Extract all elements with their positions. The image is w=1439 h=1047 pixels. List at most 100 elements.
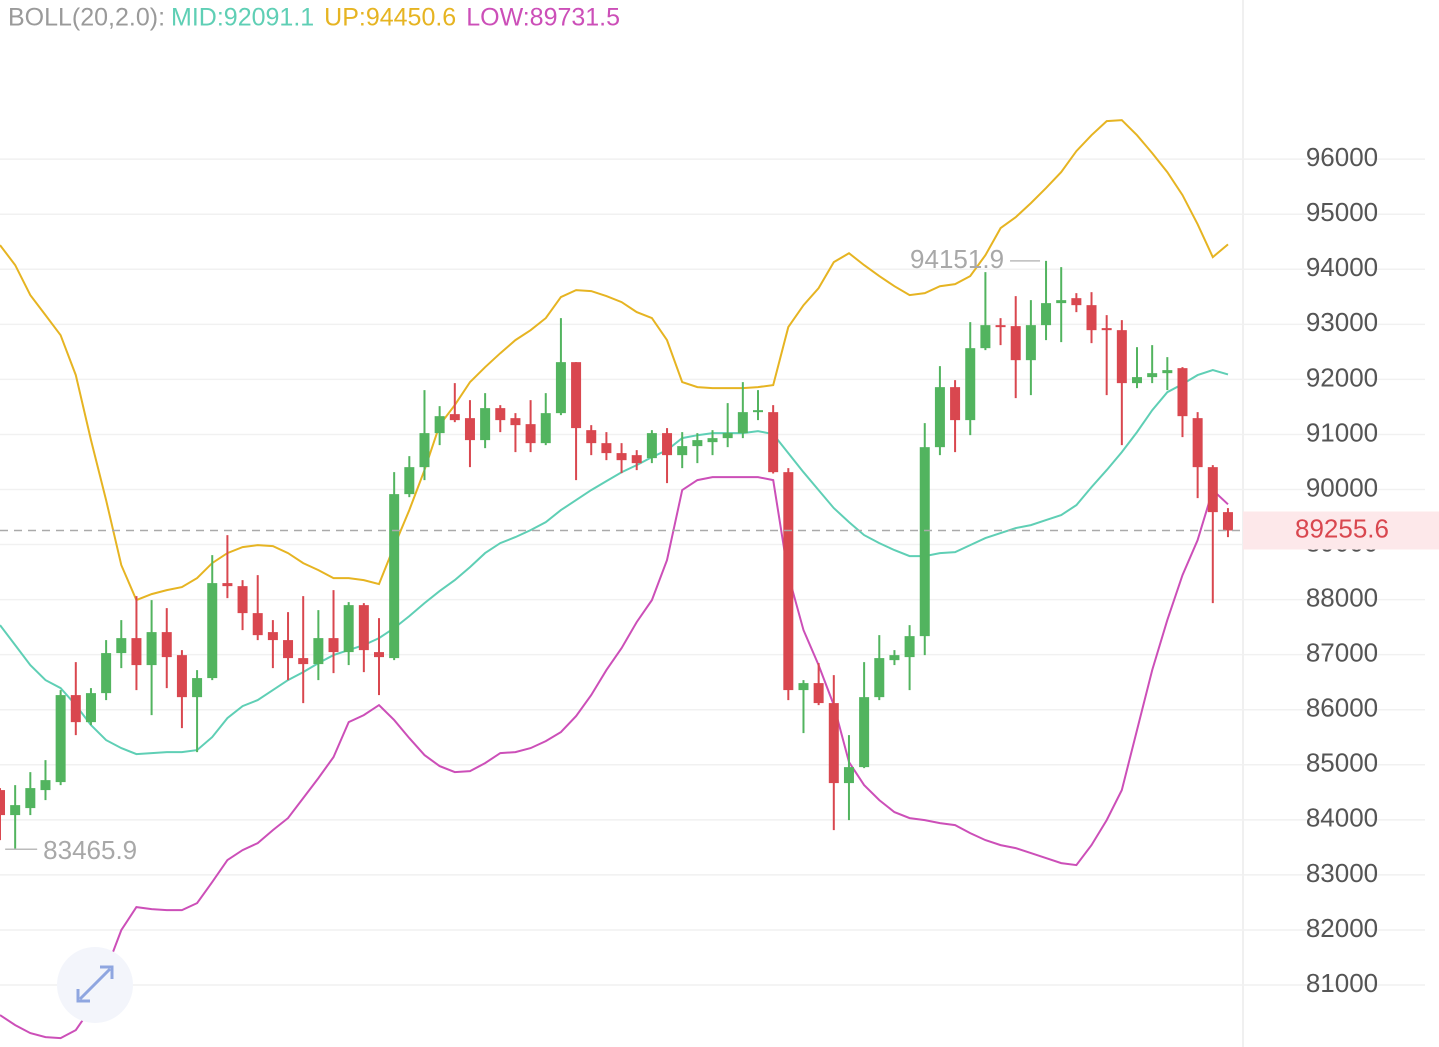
candle-body — [904, 636, 915, 658]
candle-body — [601, 443, 612, 454]
candle-body — [207, 583, 218, 679]
y-tick-label: 85000 — [1306, 748, 1378, 778]
candle-body — [25, 788, 36, 809]
candle-body — [995, 325, 1006, 328]
candle-body — [146, 632, 157, 666]
candle-body — [101, 653, 112, 694]
candle-body — [646, 433, 657, 459]
legend-entry: UP:94450.6 — [324, 4, 456, 32]
indicator-label: BOLL(20,2.0): — [8, 4, 165, 32]
grid: 81000 82000 83000 84000 85000 86000 87000 88000… — [0, 142, 1425, 998]
candle-body — [677, 446, 688, 456]
candle-body — [40, 780, 51, 791]
y-tick-label: 96000 — [1306, 142, 1378, 172]
candle-body — [980, 325, 991, 349]
y-tick-label: 95000 — [1306, 197, 1378, 227]
candle-body — [616, 453, 627, 461]
max-label: 94151.9 — [910, 244, 1004, 274]
expand-icon — [76, 965, 114, 1003]
bands — [0, 119, 1229, 1040]
candle-body — [1010, 326, 1021, 361]
candle-body — [161, 632, 172, 658]
candle-body — [813, 683, 824, 704]
candle-body — [1041, 303, 1052, 326]
candle-body — [237, 586, 248, 614]
candle-body — [10, 805, 21, 816]
min-label: 83465.9 — [43, 835, 137, 865]
candle-body — [753, 410, 763, 413]
candle-body — [404, 467, 415, 495]
candle-body — [737, 412, 748, 434]
band-line — [0, 119, 1229, 602]
candle-body — [495, 408, 506, 421]
candle-body — [131, 638, 142, 666]
candle-body — [1192, 418, 1203, 468]
y-tick-label: 91000 — [1306, 417, 1378, 447]
y-tick-label: 92000 — [1306, 362, 1378, 392]
candle-body — [389, 494, 400, 659]
candle-body — [874, 658, 885, 698]
candle-body — [480, 408, 491, 441]
candle-body — [176, 655, 187, 698]
candle-body — [1086, 305, 1097, 331]
expand-button[interactable] — [57, 947, 133, 1023]
y-tick-label: 90000 — [1306, 472, 1378, 502]
legend-entry: MID:92091.1 — [171, 4, 314, 32]
candle-body — [1132, 377, 1142, 384]
candle-body — [374, 652, 384, 658]
candle-body — [525, 424, 536, 444]
candle-body — [192, 678, 203, 698]
candle-body — [950, 387, 961, 421]
candle-body — [843, 767, 854, 784]
candle-body — [798, 683, 809, 691]
candle-body — [358, 605, 369, 651]
candle-body — [631, 455, 642, 464]
candle-body — [692, 440, 703, 447]
last-price-box — [1243, 511, 1439, 550]
candle-body — [298, 658, 309, 665]
last-price-label: 89255.6 — [1295, 513, 1389, 543]
candle-body — [1222, 512, 1233, 531]
candle-body — [55, 695, 66, 783]
candle-body — [313, 638, 324, 665]
candle-body — [828, 703, 839, 784]
y-tick-label: 93000 — [1306, 307, 1378, 337]
candle-body — [540, 413, 551, 444]
y-tick-label: 87000 — [1306, 638, 1378, 668]
candle-body — [116, 638, 127, 654]
y-tick-label: 81000 — [1306, 968, 1378, 998]
candle-body — [328, 638, 339, 653]
y-tick-label: 83000 — [1306, 858, 1378, 888]
band-line — [0, 476, 1229, 1040]
candle-body — [1207, 467, 1218, 513]
y-tick-label: 82000 — [1306, 913, 1378, 943]
candle-body — [1177, 368, 1188, 417]
candle-body — [555, 362, 566, 414]
candle-body — [0, 790, 5, 816]
y-tick-label: 88000 — [1306, 582, 1378, 612]
candle-body — [1056, 300, 1067, 304]
candle-body — [965, 348, 976, 421]
band-line — [0, 369, 1229, 756]
candle-body — [889, 655, 900, 661]
candle-body — [934, 387, 945, 448]
candles — [0, 260, 1233, 850]
candle-body — [586, 430, 597, 444]
candle-body — [1147, 373, 1158, 378]
candle-body — [510, 418, 521, 426]
candle-body — [919, 447, 930, 637]
candle-body — [1071, 298, 1082, 306]
candle-body — [662, 433, 673, 456]
candle-body — [283, 640, 294, 659]
y-tick-label: 94000 — [1306, 252, 1378, 282]
candle-body — [859, 697, 870, 768]
candle-body — [70, 695, 81, 723]
legend-entry: LOW:89731.5 — [466, 4, 620, 32]
candle-body — [85, 693, 96, 723]
candle-body — [1101, 328, 1112, 331]
candle-body — [222, 583, 233, 587]
candle-body — [571, 362, 582, 429]
candle-body — [1116, 330, 1127, 384]
